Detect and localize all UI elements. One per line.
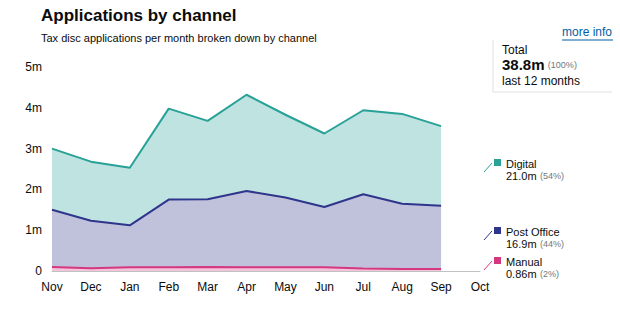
svg-text:Jul: Jul [356,280,371,294]
svg-text:5m: 5m [25,60,42,74]
svg-text:Nov: Nov [41,280,62,294]
svg-text:Post Office: Post Office [506,226,560,238]
svg-text:16.9m: 16.9m [506,238,537,250]
svg-text:Digital: Digital [506,158,537,170]
svg-text:4m: 4m [25,101,42,115]
svg-text:May: May [274,280,297,294]
svg-text:Mar: Mar [197,280,218,294]
svg-text:Dec: Dec [80,280,101,294]
svg-text:0.86m: 0.86m [506,268,537,280]
svg-text:more info: more info [562,25,612,39]
svg-text:0: 0 [35,264,42,278]
svg-text:3m: 3m [25,142,42,156]
svg-text:2m: 2m [25,182,42,196]
svg-text:Applications by channel: Applications by channel [41,6,237,25]
svg-text:Jun: Jun [315,280,334,294]
svg-text:Total: Total [502,43,527,57]
svg-text:(2%): (2%) [540,269,559,279]
svg-text:(44%): (44%) [540,239,564,249]
svg-text:Manual: Manual [506,256,542,268]
svg-text:Feb: Feb [158,280,179,294]
svg-text:Jan: Jan [120,280,139,294]
svg-text:1m: 1m [25,223,42,237]
svg-text:38.8m: 38.8m [502,56,545,73]
svg-text:(100%): (100%) [548,60,577,70]
svg-text:Tax disc applications per mont: Tax disc applications per month broken d… [41,32,317,44]
svg-text:Aug: Aug [392,280,413,294]
svg-text:Sep: Sep [430,280,452,294]
svg-text:(54%): (54%) [540,171,564,181]
svg-text:21.0m: 21.0m [506,170,537,182]
svg-text:Apr: Apr [237,280,256,294]
svg-text:last 12 months: last 12 months [502,74,580,88]
svg-text:Oct: Oct [471,280,490,294]
